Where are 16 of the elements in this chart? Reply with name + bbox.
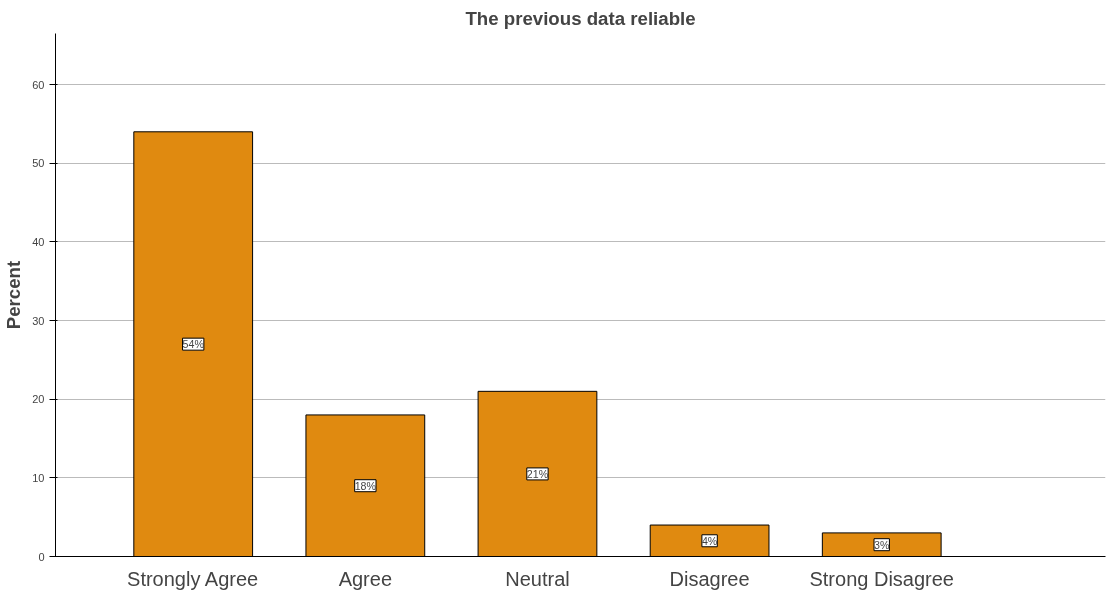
data-label: 21% — [526, 467, 549, 480]
x-tick-label: Disagree — [669, 567, 750, 590]
y-tick-label: 40 — [32, 235, 45, 248]
y-axis-title: Percent — [3, 260, 25, 330]
x-tick-label: Neutral — [505, 567, 570, 590]
y-tick-label: 20 — [32, 393, 45, 406]
y-tick-label: 10 — [32, 471, 45, 484]
y-tick-label: 50 — [32, 157, 45, 170]
y-tick-label: 0 — [38, 550, 45, 563]
data-label: 4% — [701, 534, 718, 547]
x-tick-label: Agree — [338, 567, 393, 590]
x-tick-label: Strong Disagree — [809, 567, 954, 590]
y-tick-label: 30 — [32, 314, 45, 327]
chart-title: The previous data reliable — [465, 7, 696, 29]
x-tick-label: Strongly Agree — [127, 567, 259, 590]
y-tick-label: 60 — [32, 78, 45, 91]
